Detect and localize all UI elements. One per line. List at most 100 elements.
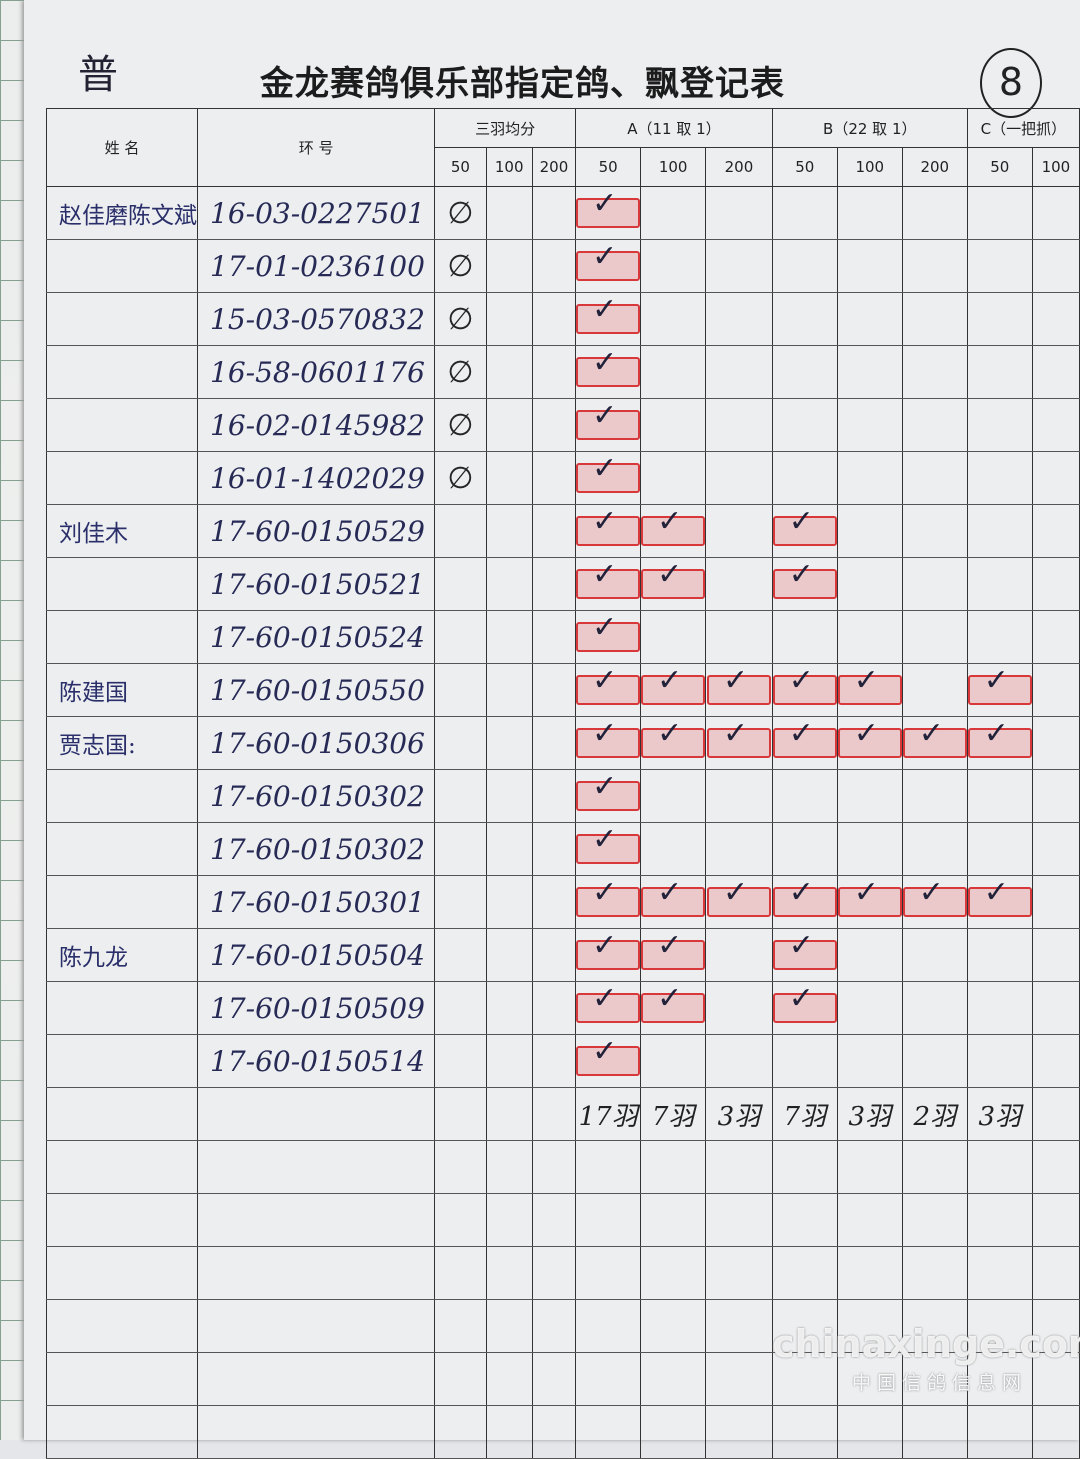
red-stamp-icon: ✓: [576, 451, 641, 493]
mark-cell: ✓: [640, 875, 707, 929]
mark-cell: [1031, 1034, 1080, 1088]
mark-cell: [531, 557, 577, 611]
check-mark-icon: ✓: [592, 186, 618, 221]
mark-cell: [531, 716, 577, 770]
table-row: 17-60-0150514 ✓: [46, 1034, 1080, 1088]
mark-cell: ∅: [434, 239, 487, 293]
mark-cell: [485, 557, 533, 611]
mark-cell: [434, 557, 487, 611]
page-title: 金龙赛鸽俱乐部指定鸽、飘登记表: [260, 64, 785, 104]
header-distance: 200: [901, 147, 968, 187]
table-row: 17-60-0150302 ✓: [46, 822, 1080, 876]
empty-cell: [531, 1405, 577, 1459]
mark-cell: [640, 451, 707, 505]
mark-cell: [966, 345, 1033, 399]
mark-cell: [836, 1034, 903, 1088]
mark-cell: [901, 981, 968, 1035]
empty-cell: [485, 1193, 533, 1247]
red-stamp-icon: ✓: [576, 292, 641, 334]
mark-cell: [836, 504, 903, 558]
mark-cell: [485, 610, 533, 664]
mark-cell: [434, 610, 487, 664]
empty-cell: [705, 1193, 773, 1247]
empty-cell: [901, 1246, 968, 1300]
mark-cell: ✓: [575, 875, 642, 929]
ring-number: 16-02-0145982: [196, 398, 436, 452]
empty-cell: [771, 1193, 838, 1247]
empty-cell: [46, 1352, 198, 1406]
ring-number: 16-58-0601176: [196, 345, 436, 399]
mark-cell: [434, 981, 487, 1035]
empty-cell: [196, 1352, 436, 1406]
red-stamp-icon: ✓: [576, 1034, 641, 1076]
empty-cell: [1031, 1246, 1080, 1300]
mark-cell: [836, 292, 903, 346]
red-stamp-icon: ✓: [772, 981, 837, 1023]
empty-cell: [434, 1352, 487, 1406]
red-stamp-icon: ✓: [706, 875, 771, 917]
check-mark-icon: ✓: [918, 875, 944, 910]
check-mark-icon: ✓: [592, 981, 618, 1016]
red-stamp-icon: ✓: [576, 769, 641, 811]
mark-cell: [485, 663, 533, 717]
totals-row: 17羽 7羽 3羽 7羽 3羽 2羽 3羽: [46, 1087, 1080, 1141]
empty-cell: [966, 1140, 1033, 1194]
watermark-site: 中国信鸽信息网: [852, 1372, 1028, 1394]
owner-name: [46, 610, 198, 664]
owner-name: [46, 981, 198, 1035]
mark-cell: [434, 875, 487, 929]
mark-cell: [434, 769, 487, 823]
check-mark-icon: ✓: [722, 663, 749, 698]
total-count: 3羽: [836, 1087, 903, 1141]
mark-cell: [705, 504, 773, 558]
mark-cell: [1031, 557, 1080, 611]
red-stamp-icon: ✓: [576, 239, 641, 281]
empty-cell: [196, 1087, 436, 1141]
mark-cell: [705, 292, 773, 346]
mark-cell: [434, 1034, 487, 1088]
mark-cell: [901, 769, 968, 823]
mark-cell: [640, 292, 707, 346]
empty-cell: [434, 1193, 487, 1247]
check-mark-icon: ✓: [788, 875, 814, 910]
red-stamp-icon: ✓: [641, 504, 706, 546]
empty-cell: [46, 1087, 198, 1141]
check-mark-icon: ✓: [657, 981, 683, 1016]
empty-cell: [836, 1405, 903, 1459]
mark-cell: [1031, 186, 1080, 240]
total-count: 7羽: [771, 1087, 838, 1141]
mark-cell: [485, 875, 533, 929]
mark-cell: [531, 822, 577, 876]
mark-cell: ✓: [575, 716, 642, 770]
table-row: 赵佳磨陈文斌 16-03-0227501 ∅ ✓: [46, 186, 1080, 240]
mark-cell: [485, 345, 533, 399]
empty-cell: [196, 1299, 436, 1353]
table-row: 16-58-0601176 ∅ ✓: [46, 345, 1080, 399]
mark-cell: ✓: [901, 875, 968, 929]
owner-name: [46, 239, 198, 293]
mark-cell: [531, 610, 577, 664]
empty-cell: [46, 1246, 198, 1300]
red-stamp-icon: ✓: [641, 875, 706, 917]
total-count: 17羽: [575, 1087, 642, 1141]
empty-cell: [531, 1352, 577, 1406]
mark-cell: [966, 451, 1033, 505]
mark-cell: ✓: [640, 981, 707, 1035]
mark-cell: ✓: [575, 186, 642, 240]
mark-cell: ✓: [640, 663, 707, 717]
mark-cell: [1031, 345, 1080, 399]
empty-cell: [575, 1352, 642, 1406]
empty-cell: [434, 1246, 487, 1300]
empty-cell: [705, 1352, 773, 1406]
mark-cell: ∅: [434, 398, 487, 452]
table-row: 15-03-0570832 ∅ ✓: [46, 292, 1080, 346]
check-mark-icon: ✓: [592, 822, 618, 857]
header-group: C（一把抓）: [966, 108, 1080, 148]
empty-cell: [705, 1299, 773, 1353]
total-count: [531, 1087, 577, 1141]
mark-cell: [485, 716, 533, 770]
owner-name: [46, 398, 198, 452]
check-mark-icon: ✓: [918, 716, 944, 751]
red-stamp-icon: ✓: [772, 504, 837, 546]
mark-cell: [640, 610, 707, 664]
